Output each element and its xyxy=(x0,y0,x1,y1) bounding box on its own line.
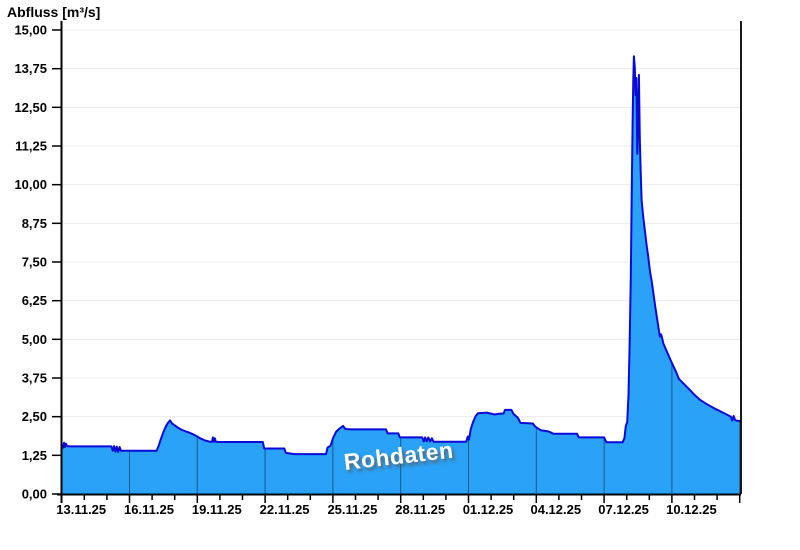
x-tick-label: 25.11.25 xyxy=(327,502,377,517)
x-tick-label: 07.12.25 xyxy=(598,502,649,517)
y-tick-label: 15,00 xyxy=(14,23,47,38)
y-tick-label: 2,50 xyxy=(22,409,47,424)
y-tick-label: 10,00 xyxy=(14,177,47,192)
y-tick-label: 5,00 xyxy=(22,332,47,347)
x-tick-label: 16.11.25 xyxy=(124,502,174,517)
y-axis-ticks: 0,00 1,25 2,50 3,75 5,00 6,25 7,50 8,75 10,00 11,… xyxy=(14,23,62,502)
y-tick-label: 8,75 xyxy=(22,216,47,231)
x-tick-label: 04.12.25 xyxy=(530,502,581,517)
x-tick-label: 28.11.25 xyxy=(395,502,445,517)
y-tick-label: 11,25 xyxy=(15,139,47,154)
y-tick-label: 7,50 xyxy=(22,255,47,270)
x-tick-label: 01.12.25 xyxy=(463,502,514,517)
x-tick-label: 22.11.25 xyxy=(260,502,310,517)
y-tick-label: 1,25 xyxy=(22,448,47,463)
area-fill xyxy=(61,56,741,495)
x-tick-label: 19.11.25 xyxy=(192,502,242,517)
horizontal-gridlines xyxy=(61,29,741,456)
y-tick-label: 3,75 xyxy=(22,371,47,386)
x-axis-ticks: 13.11.25 16.11.25 19.11.25 22.11.25 25.11.25… xyxy=(56,495,741,517)
y-axis-title: Abfluss [m³/s] xyxy=(7,4,101,20)
y-tick-label: 0,00 xyxy=(22,487,47,502)
x-tick-label: 13.11.25 xyxy=(56,502,106,517)
x-tick-label: 10.12.25 xyxy=(666,502,717,517)
y-tick-label: 12,50 xyxy=(14,100,47,115)
y-tick-label: 6,25 xyxy=(22,293,47,308)
series-line xyxy=(60,55,741,456)
y-tick-label: 13,75 xyxy=(14,61,47,76)
